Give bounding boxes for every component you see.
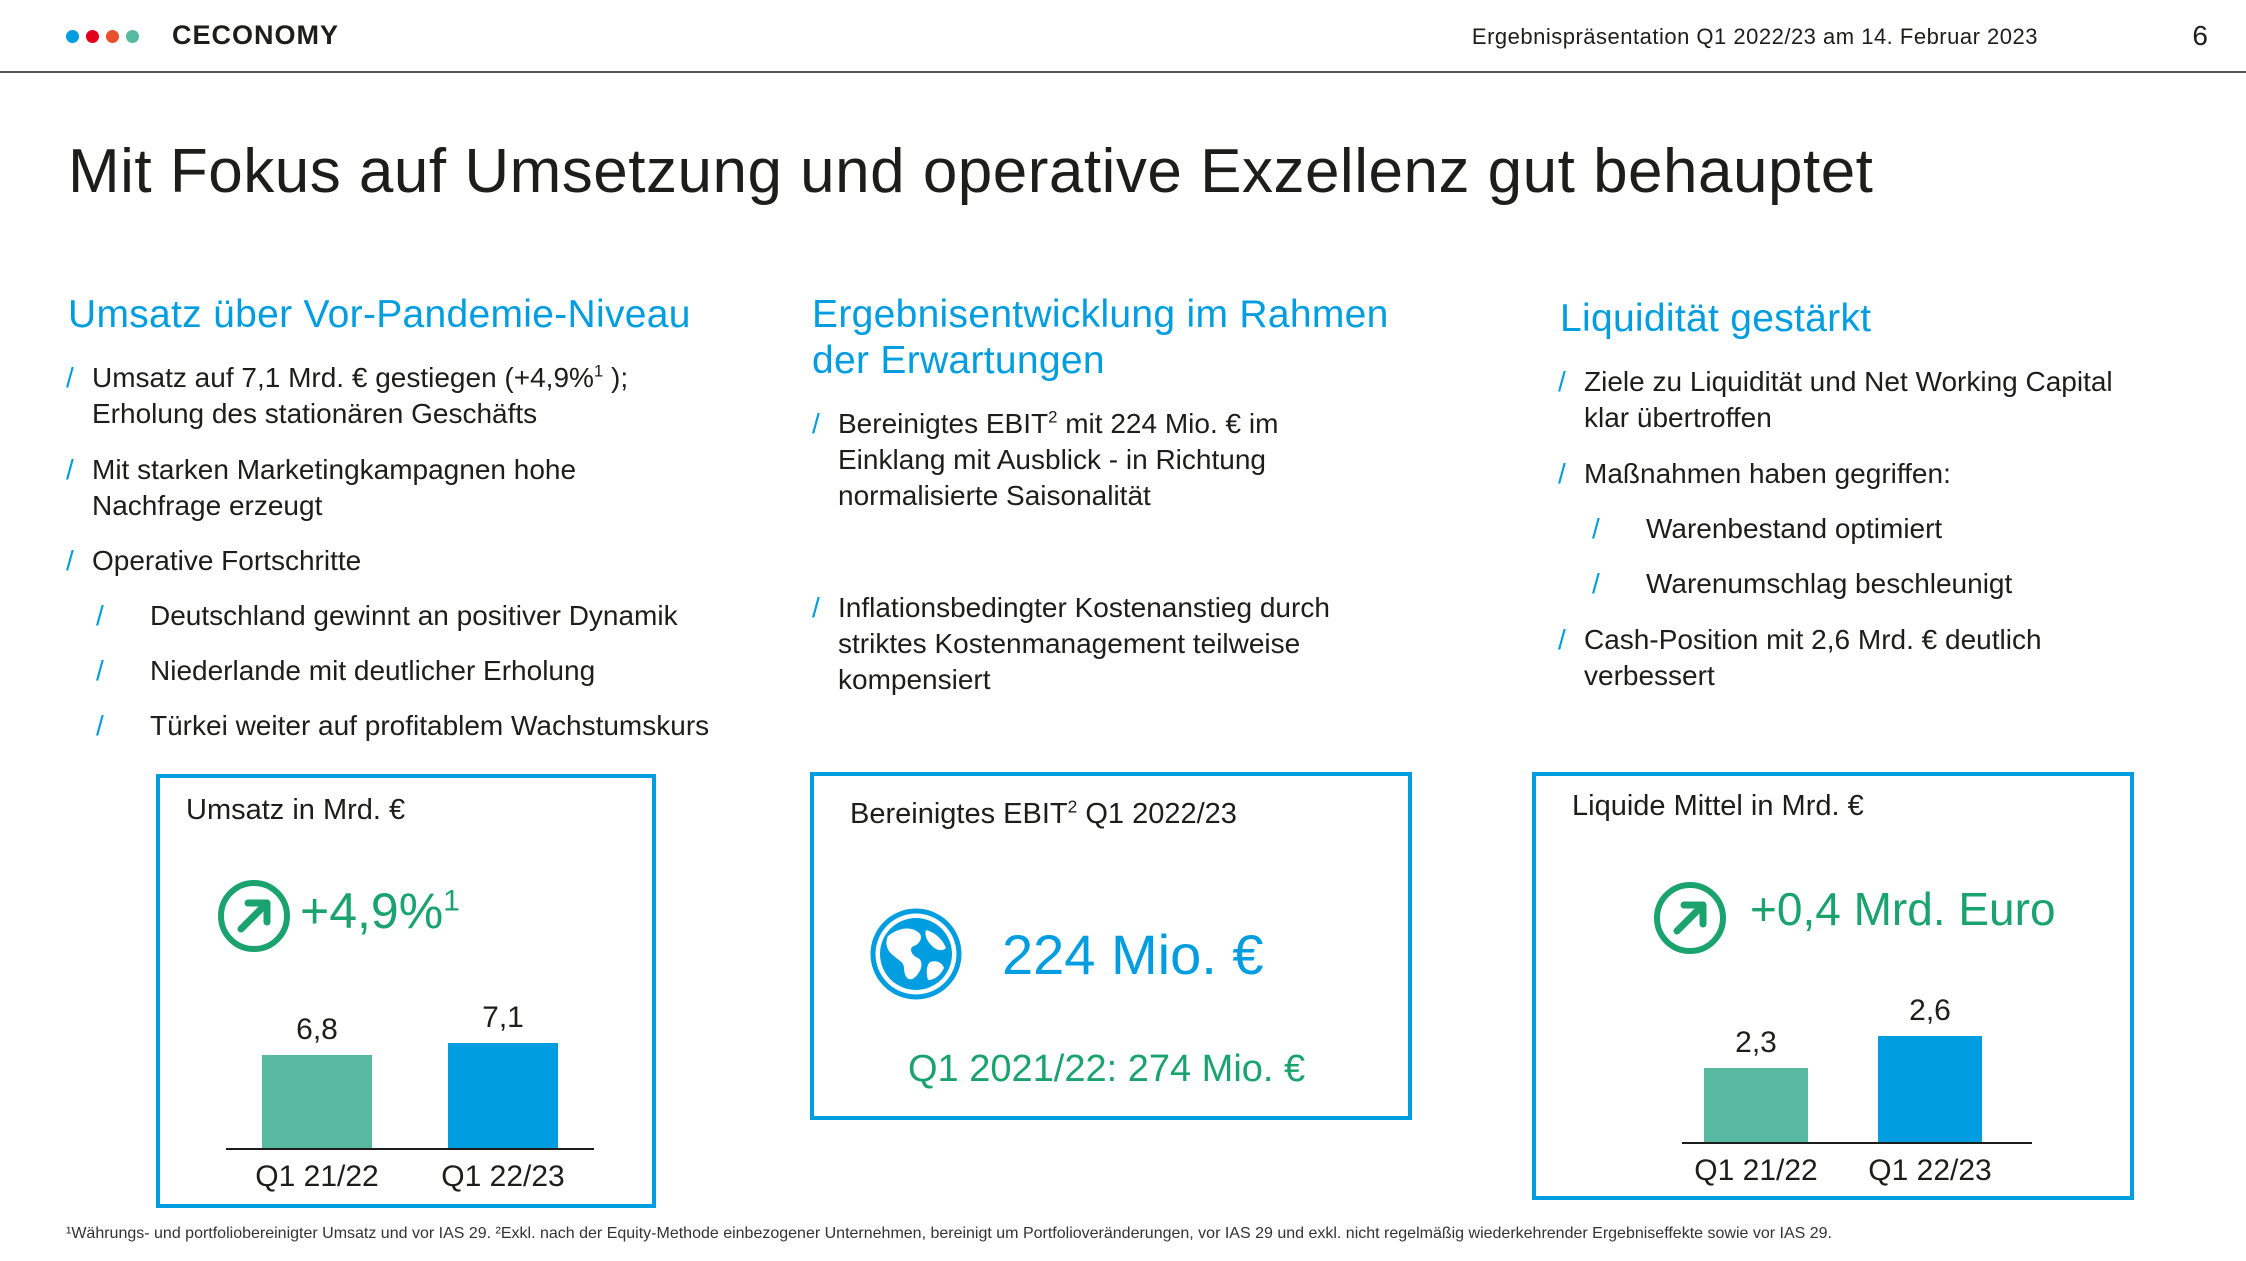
logo-dot-icon [106, 30, 119, 43]
ebit-prior-year: Q1 2021/22: 274 Mio. € [908, 1048, 1306, 1090]
cash-bar-chart: 2,3 Q1 21/22 2,6 Q1 22/23 [1536, 776, 2130, 1196]
ebit-box-title: Bereinigtes EBIT2 Q1 2022/23 [850, 796, 1237, 830]
chart-bar [448, 1042, 558, 1148]
left-sub-bullet-3: / Türkei weiter auf profitablem Wachstums… [96, 710, 710, 741]
trend-up-icon [1654, 882, 1726, 954]
middle-bullet-1: / Bereinigtes EBIT2 mit 224 Mio. € im Ei… [812, 407, 1279, 511]
slide-title: Mit Fokus auf Umsetzung und operative Ex… [68, 137, 1874, 206]
chart-bar [1704, 1067, 1808, 1142]
sales-chart-box: Umsatz in Mrd. € +4,9%1 6,8 Q1 21/22 7,1 Q1… [156, 774, 656, 1208]
x-tick-label: Q1 21/22 [1694, 1154, 1818, 1187]
middle-column-heading: Ergebnisentwicklung im Rahmen der Erwart… [812, 293, 1389, 382]
chart-bar [1878, 1036, 1982, 1142]
right-bullet-3: / Cash-Position mit 2,6 Mrd. € deutlich … [1558, 624, 2042, 691]
logo-dots [66, 30, 146, 44]
globe-icon [870, 908, 962, 1000]
trend-up-icon [218, 880, 290, 952]
right-sub-bullet-2: / Warenumschlag beschleunigt [1592, 568, 2013, 599]
left-column-heading: Umsatz über Vor-Pandemie-Niveau [68, 293, 691, 336]
right-bullet-1: / Ziele zu Liquidität und Net Working Ca… [1558, 366, 2113, 433]
left-bullet-3: / Operative Fortschritte [66, 545, 362, 576]
ebit-box: Bereinigtes EBIT2 Q1 2022/23 224 Mio. € … [810, 772, 1412, 1120]
right-sub-bullet-1: / Warenbestand optimiert [1592, 513, 1943, 544]
x-tick-label: Q1 21/22 [255, 1160, 379, 1193]
left-bullet-1: / Umsatz auf 7,1 Mrd. € gestiegen (+4,9%… [66, 361, 629, 429]
sales-growth: +4,9%1 [300, 883, 460, 939]
cash-growth: +0,4 Mrd. Euro [1750, 883, 2056, 935]
chart-axis-line [1682, 1142, 2032, 1144]
sales-box-title: Umsatz in Mrd. € [186, 794, 406, 826]
bar-value-label: 2,3 [1735, 1025, 1777, 1059]
logo-dot-icon [126, 30, 139, 43]
bar-value-label: 2,6 [1909, 994, 1951, 1027]
presentation-title: Ergebnispräsentation Q1 2022/23 am 14. F… [1471, 24, 2038, 49]
bar-value-label: 6,8 [296, 1012, 338, 1046]
left-sub-bullet-2: / Niederlande mit deutlicher Erholung [96, 655, 596, 686]
middle-bullet-2: / Inflationsbedingter Kostenanstieg durc… [812, 592, 1330, 695]
right-bullet-2: / Maßnahmen haben gegriffen: [1558, 458, 1951, 489]
chart-axis-line [226, 1148, 594, 1150]
cash-chart-box: Liquide Mittel in Mrd. € +0,4 Mrd. Euro … [1532, 772, 2134, 1200]
footnote: ¹Währungs- und portfoliobereinigter Umsa… [66, 1225, 1832, 1242]
page-number: 6 [2192, 20, 2208, 51]
logo-dot-icon [66, 30, 79, 43]
cash-box-title: Liquide Mittel in Mrd. € [1572, 790, 1864, 822]
brand-logo: CECONOMY [172, 20, 340, 50]
x-tick-label: Q1 22/23 [441, 1160, 565, 1193]
left-bullet-2: / Mit starken Marketingkampagnen hohe Na… [66, 454, 577, 521]
x-tick-label: Q1 22/23 [1868, 1154, 1992, 1187]
sales-bar-chart: 6,8 Q1 21/22 7,1 Q1 22/23 [160, 778, 652, 1204]
ebit-kpi-value: 224 Mio. € [1002, 923, 1264, 986]
left-sub-bullet-1: / Deutschland gewinnt an positiver Dynami… [96, 600, 678, 631]
chart-bar [262, 1054, 372, 1148]
logo-dot-icon [86, 30, 99, 43]
header-divider [0, 71, 2246, 73]
bar-value-label: 7,1 [482, 1000, 524, 1034]
right-column-heading: Liquidität gestärkt [1560, 297, 1872, 340]
